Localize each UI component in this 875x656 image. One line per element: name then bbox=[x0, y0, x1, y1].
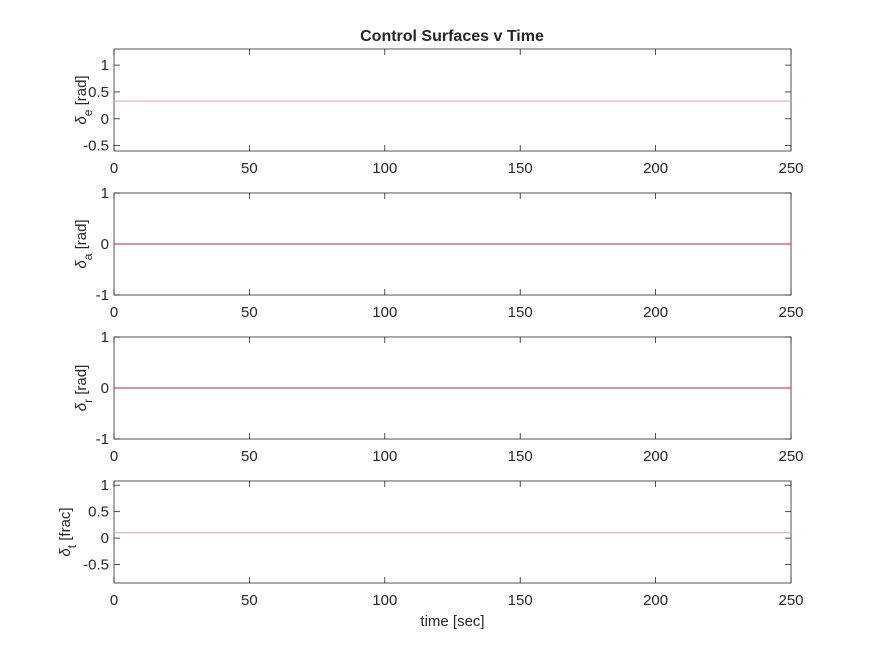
y-label-symbol: δ bbox=[73, 402, 90, 411]
y-tick-label: 1 bbox=[101, 57, 109, 74]
y-label-symbol: δ bbox=[57, 548, 74, 557]
axes-box bbox=[113, 480, 792, 584]
x-tick-label: 150 bbox=[508, 592, 533, 609]
x-tick-label: 100 bbox=[372, 304, 397, 321]
x-tick-label: 250 bbox=[778, 304, 803, 321]
x-tick-label: 150 bbox=[508, 304, 533, 321]
x-tick-label: 200 bbox=[643, 160, 668, 177]
y-tick-label: 1 bbox=[101, 477, 109, 494]
y-label-symbol: δ bbox=[73, 260, 90, 269]
y-tick-label: -0.5 bbox=[83, 557, 109, 574]
subplot-4: 0 50 100 150 200 250 -0.5 0 0.5 1 δt [frac] time [s… bbox=[57, 477, 804, 630]
x-tick-label: 250 bbox=[778, 160, 803, 177]
y-tick-label: 0 bbox=[101, 236, 109, 253]
figure-title: Control Surfaces v Time bbox=[360, 28, 544, 45]
x-tick-label: 200 bbox=[643, 304, 668, 321]
y-axis-label: δa [rad] bbox=[73, 219, 95, 268]
x-tick-label: 100 bbox=[372, 448, 397, 465]
y-label-subscript: e bbox=[81, 109, 95, 116]
x-tick-label: 50 bbox=[241, 160, 258, 177]
x-tick-label: 50 bbox=[241, 592, 258, 609]
y-axis-label: δe [rad] bbox=[73, 75, 95, 124]
x-tick-label: 100 bbox=[372, 592, 397, 609]
x-tick-label: 250 bbox=[778, 592, 803, 609]
axes-box bbox=[113, 48, 792, 152]
y-tick-label: 1 bbox=[101, 185, 109, 202]
y-tick-label: 0 bbox=[101, 380, 109, 397]
x-tick-label: 0 bbox=[110, 160, 118, 177]
y-label-symbol: δ bbox=[73, 116, 90, 125]
x-axis-label: time [sec] bbox=[420, 613, 484, 630]
y-label-unit: [rad] bbox=[73, 75, 90, 109]
y-label-subscript: a bbox=[81, 253, 95, 260]
x-tick-label: 150 bbox=[508, 160, 533, 177]
x-tick-label: 0 bbox=[110, 304, 118, 321]
y-tick-label: -0.5 bbox=[83, 138, 109, 155]
y-tick-label: 1 bbox=[101, 329, 109, 346]
y-tick-label: -1 bbox=[96, 287, 109, 304]
x-tick-label: 50 bbox=[241, 304, 258, 321]
x-tick-label: 100 bbox=[372, 160, 397, 177]
y-label-subscript: r bbox=[81, 399, 95, 403]
x-tick-label: 250 bbox=[778, 448, 803, 465]
y-tick-label: 0.5 bbox=[88, 504, 109, 521]
y-tick-label: 0 bbox=[101, 530, 109, 547]
x-tick-label: 200 bbox=[643, 448, 668, 465]
x-tick-label: 0 bbox=[110, 592, 118, 609]
y-label-unit: [frac] bbox=[57, 507, 74, 545]
x-tick-label: 200 bbox=[643, 592, 668, 609]
x-tick-label: 0 bbox=[110, 448, 118, 465]
y-label-unit: [rad] bbox=[73, 219, 90, 253]
y-axis-label: δr [rad] bbox=[73, 365, 95, 412]
y-tick-label: -1 bbox=[96, 431, 109, 448]
x-tick-label: 150 bbox=[508, 448, 533, 465]
y-tick-label: 0 bbox=[101, 111, 109, 128]
x-tick-label: 50 bbox=[241, 448, 258, 465]
y-label-unit: [rad] bbox=[73, 365, 90, 399]
y-tick-label: 0.5 bbox=[88, 84, 109, 101]
y-axis-label: δt [frac] bbox=[57, 507, 79, 556]
y-label-subscript: t bbox=[65, 544, 79, 548]
